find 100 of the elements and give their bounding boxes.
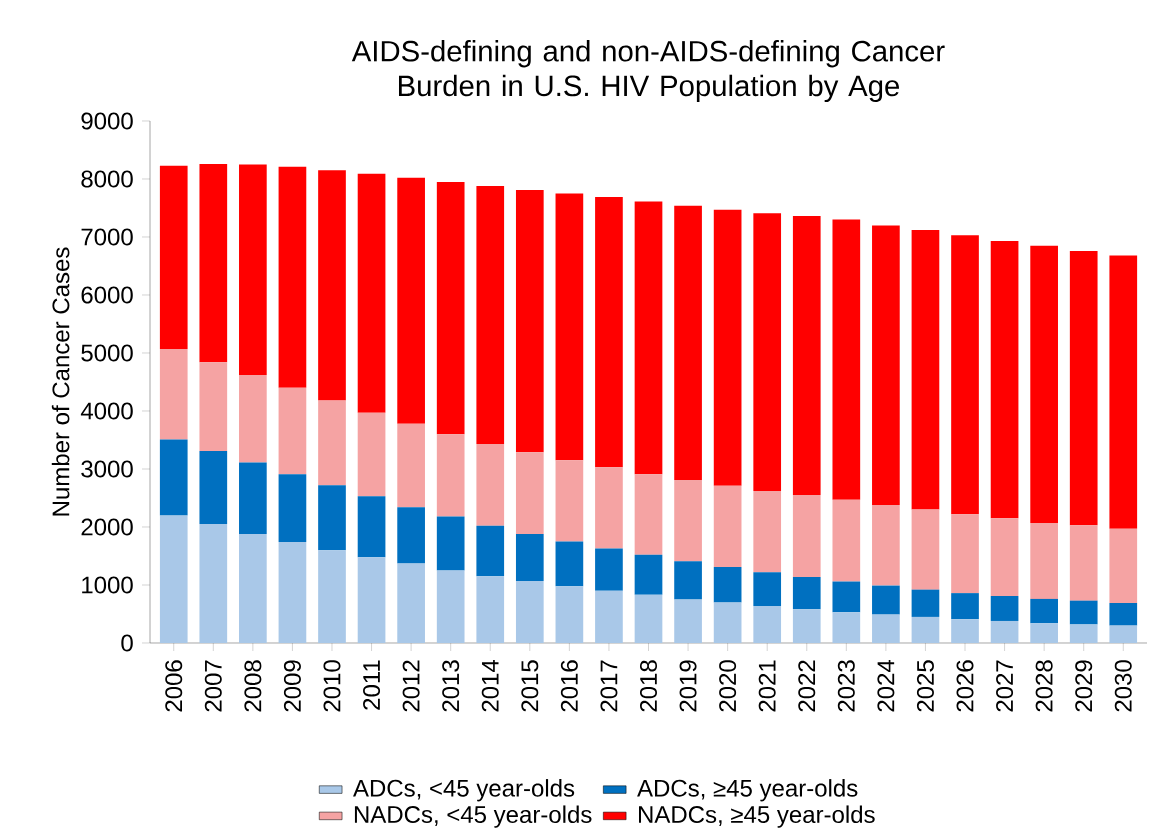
bar: [832, 219, 861, 500]
bar: [239, 462, 267, 534]
bar: [595, 590, 623, 643]
x-tick-label: 2019: [679, 660, 697, 712]
x-tick-label: 2029: [1075, 660, 1093, 712]
bar: [436, 181, 465, 435]
legend-label: ADCs, <45 year-olds: [353, 779, 575, 802]
bar: [674, 205, 702, 481]
bar: [951, 619, 979, 643]
bar: [1069, 600, 1098, 625]
x-tick-label: 2013: [442, 660, 460, 712]
bar: [634, 474, 663, 555]
bar: [397, 507, 425, 564]
bar: [1069, 624, 1098, 643]
bar: [357, 412, 386, 497]
bar: [199, 362, 228, 452]
bar: [1030, 598, 1058, 624]
x-tick-label: 2017: [600, 660, 618, 712]
bar: [713, 485, 742, 568]
bar: [278, 387, 307, 475]
bar: [792, 609, 821, 643]
bar: [713, 209, 742, 486]
legend-label: NADCs, ≥45 year-olds: [639, 805, 875, 828]
bar: [476, 444, 505, 526]
bar: [1030, 245, 1058, 523]
bar: [1069, 525, 1098, 601]
x-tick-label: 2026: [956, 660, 974, 712]
y-tick-label: 2000: [81, 518, 133, 536]
x-tick-label: 2007: [204, 660, 222, 712]
bar: [832, 499, 861, 582]
bar: [634, 201, 663, 475]
bar: [595, 467, 623, 549]
x-tick-label: 2025: [916, 660, 934, 712]
bar: [792, 576, 821, 610]
bar: [515, 452, 544, 534]
bar: [239, 533, 267, 643]
x-tick-label: 2022: [798, 660, 816, 712]
bar: [753, 605, 782, 643]
bar: [753, 572, 782, 606]
x-tick-label: 2023: [837, 660, 855, 712]
y-axis-title: Number of Cancer Cases: [51, 247, 70, 516]
bar: [397, 563, 425, 643]
bar: [1109, 625, 1138, 643]
x-tick-label: 2008: [244, 660, 262, 712]
bar: [872, 225, 900, 505]
bar: [911, 616, 940, 643]
bar: [674, 480, 702, 562]
bar: [713, 602, 742, 643]
x-tick-label: 2016: [560, 660, 578, 712]
x-tick-label: 2015: [521, 660, 539, 712]
bar: [159, 439, 188, 516]
bar: [634, 594, 663, 643]
bar: [911, 230, 940, 510]
bar: [278, 474, 307, 543]
bar: [436, 570, 465, 643]
bar: [159, 515, 188, 643]
bar: [239, 375, 267, 463]
bar: [595, 548, 623, 591]
bar: [911, 589, 940, 617]
bar: [595, 196, 623, 468]
chart-title: AIDS-defining and non-AIDS-defining Cancer Burden in U.S. HIV Population by Age: [351, 40, 945, 103]
bar: [397, 177, 425, 424]
bar: [159, 348, 188, 440]
bar: [990, 518, 1019, 597]
bar: [713, 567, 742, 603]
bar: [674, 561, 702, 600]
bar: [476, 185, 505, 445]
legend-label: ADCs, ≥45 year-olds: [637, 779, 858, 802]
x-tick-label: 2030: [1114, 660, 1132, 712]
bar: [555, 460, 584, 542]
bar: [357, 496, 386, 558]
y-tick-label: 6000: [81, 286, 133, 304]
x-tick-label: 2010: [323, 660, 341, 712]
bar: [318, 485, 346, 551]
bar: [832, 581, 861, 613]
bar: [397, 423, 425, 508]
bar: [872, 585, 900, 615]
bar: [792, 495, 821, 577]
bar: [951, 235, 979, 515]
bar: [792, 216, 821, 496]
bar: [832, 612, 861, 643]
y-tick-label: 0: [121, 634, 133, 652]
x-tick-label: 2012: [402, 660, 420, 712]
bar: [634, 554, 663, 595]
bar: [199, 524, 228, 643]
bar: [278, 166, 307, 388]
bar: [436, 434, 465, 517]
x-tick-label: 2027: [996, 660, 1014, 712]
bar: [1030, 522, 1058, 599]
bar: [990, 620, 1019, 643]
bar: [159, 165, 188, 349]
bar: [239, 164, 267, 376]
y-tick-label: 8000: [81, 170, 133, 188]
x-tick-label: 2011: [363, 660, 381, 710]
bar: [515, 190, 544, 453]
bar: [1109, 255, 1138, 529]
x-tick-label: 2014: [481, 659, 499, 712]
bar: [555, 586, 584, 643]
bar: [1069, 250, 1098, 526]
bar: [476, 576, 505, 643]
